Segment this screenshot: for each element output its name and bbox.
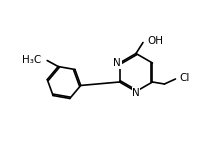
Text: OH: OH bbox=[147, 37, 163, 47]
Text: N: N bbox=[132, 88, 140, 97]
Text: Cl: Cl bbox=[179, 73, 190, 83]
Text: H₃C: H₃C bbox=[22, 54, 42, 65]
Text: N: N bbox=[113, 58, 121, 68]
